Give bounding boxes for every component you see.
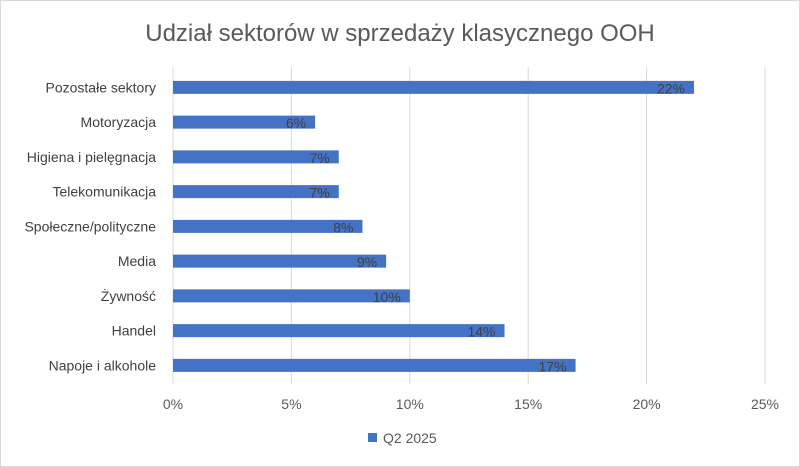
category-label: Napoje i alkohole [49, 357, 157, 373]
data-label: 22% [657, 80, 685, 96]
bars [173, 80, 694, 372]
category-label: Media [118, 253, 156, 269]
category-label: Społeczne/polityczne [24, 218, 156, 234]
data-label: 8% [333, 219, 353, 235]
legend-label-q2-2025: Q2 2025 [383, 430, 437, 446]
data-labels: 22% 6% 7% 7% 8% 9% 10% 14% 17% [286, 80, 685, 374]
legend-swatch-q2-2025 [368, 433, 377, 442]
x-tick-label: 20% [633, 396, 661, 412]
bar [173, 115, 316, 129]
x-tick-label: 15% [514, 396, 542, 412]
bar [173, 185, 339, 199]
bar [173, 150, 339, 164]
category-labels: Pozostałe sektory Motoryzacja Higiena i pi… [24, 79, 156, 373]
data-label: 14% [467, 324, 495, 340]
data-label: 10% [373, 289, 401, 305]
bar [173, 358, 576, 372]
data-label: 7% [310, 185, 330, 201]
data-label: 7% [310, 150, 330, 166]
data-label: 6% [286, 115, 306, 131]
bar [173, 254, 387, 268]
chart-title: Udział sektorów w sprzedaży klasycznego … [145, 20, 655, 47]
bar [173, 324, 505, 338]
category-label: Pozostałe sektory [46, 79, 157, 95]
bar [173, 219, 363, 233]
category-label: Higiena i pielęgnacja [27, 149, 156, 165]
x-tick-label: 5% [281, 396, 301, 412]
legend: Q2 2025 [368, 430, 437, 446]
x-axis-ticks: 0% 5% 10% 15% 20% 25% [163, 396, 779, 412]
x-tick-label: 10% [396, 396, 424, 412]
category-label: Motoryzacja [81, 114, 157, 130]
x-tick-label: 25% [751, 396, 779, 412]
bar [173, 80, 694, 94]
category-label: Żywność [101, 287, 156, 304]
category-label: Handel [112, 323, 156, 339]
bar [173, 289, 410, 303]
category-label: Telekomunikacja [53, 184, 157, 200]
x-tick-label: 0% [163, 396, 183, 412]
data-label: 9% [357, 254, 377, 270]
data-label: 17% [539, 358, 567, 374]
